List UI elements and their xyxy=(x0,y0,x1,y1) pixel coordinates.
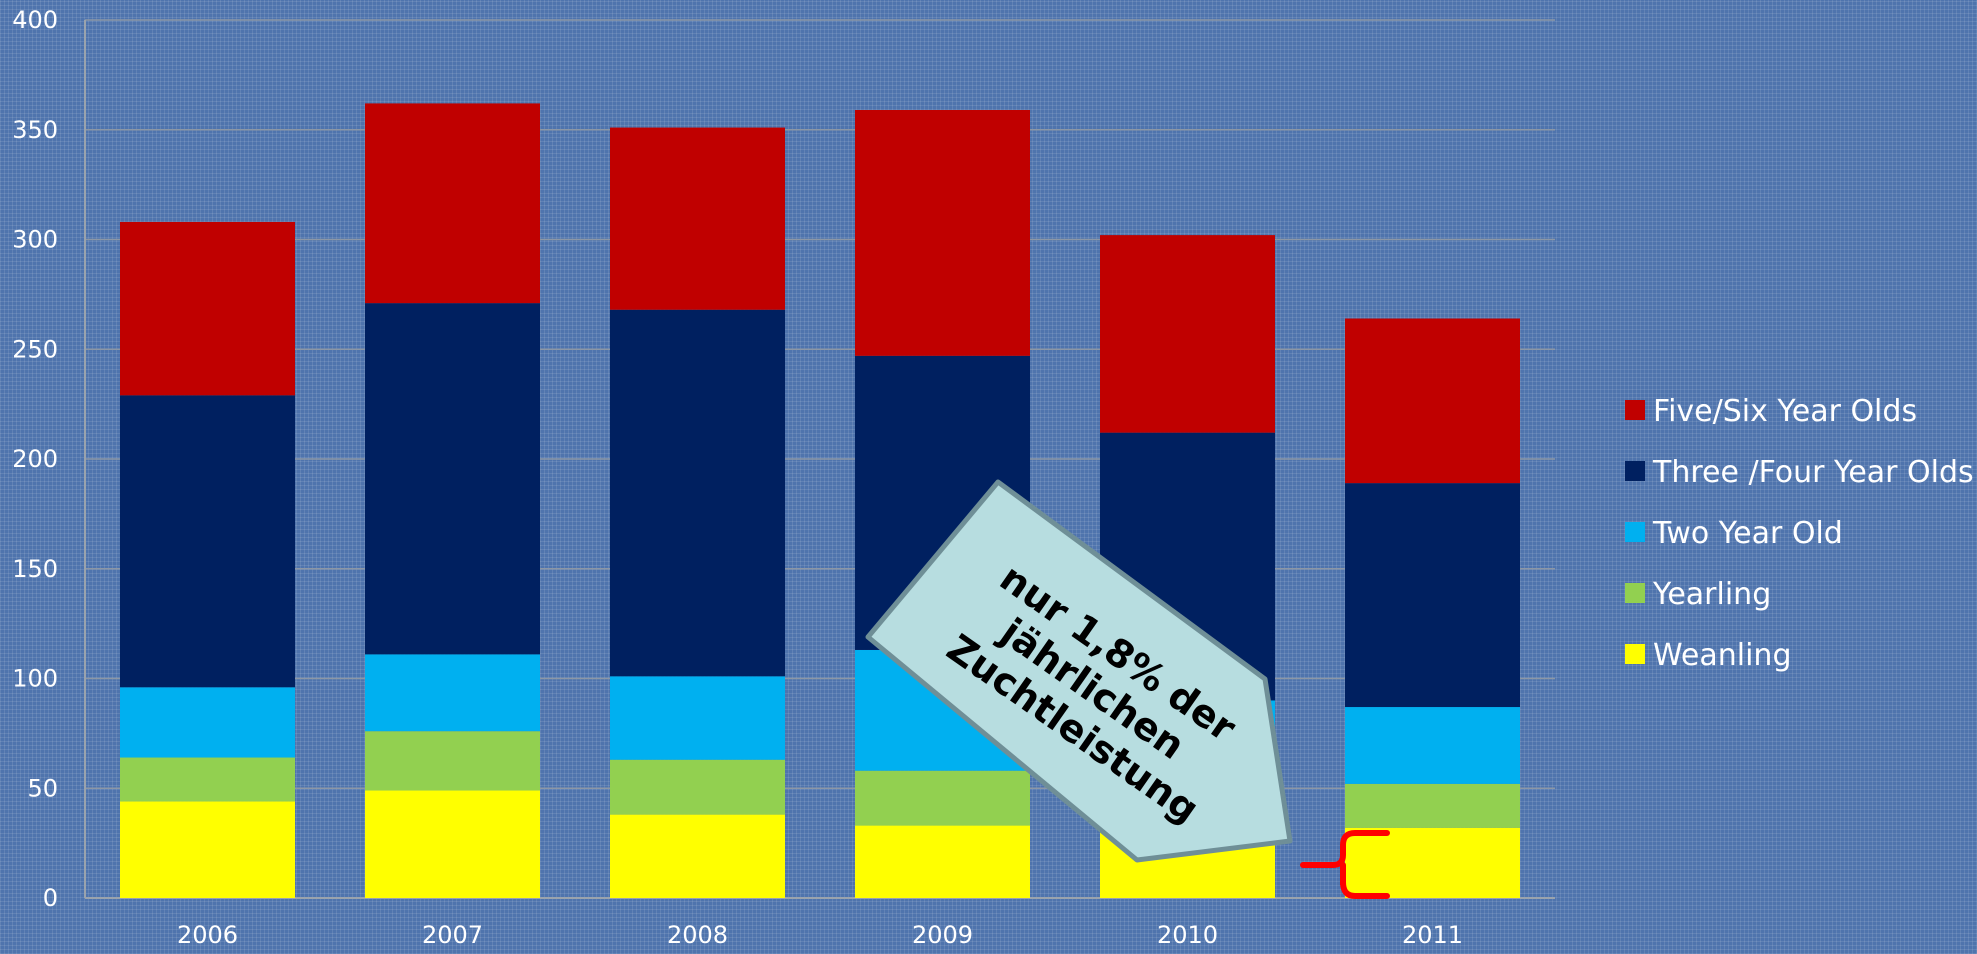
legend-label: Five/Six Year Olds xyxy=(1653,394,1917,429)
bar-segment xyxy=(365,303,540,655)
bar-segment xyxy=(610,814,785,898)
bar-segment xyxy=(1345,827,1520,898)
bar-segment xyxy=(365,731,540,791)
bar-segment xyxy=(1345,483,1520,708)
y-tick-label: 50 xyxy=(27,774,58,802)
bar-segment xyxy=(1100,235,1275,433)
y-tick-label: 150 xyxy=(12,555,58,583)
x-tick-label: 2006 xyxy=(177,921,238,949)
legend-swatch xyxy=(1625,522,1645,542)
legend-swatch xyxy=(1625,461,1645,481)
x-tick-label: 2008 xyxy=(667,921,728,949)
x-tick-label: 2011 xyxy=(1402,921,1463,949)
bar-segment xyxy=(120,395,295,688)
bar-segment xyxy=(120,221,295,396)
bar-segment xyxy=(120,757,295,802)
y-tick-label: 300 xyxy=(12,226,58,254)
bar-segment xyxy=(1345,318,1520,484)
bar-segment xyxy=(610,676,785,760)
bar-segment xyxy=(365,103,540,304)
bar-segment xyxy=(610,309,785,677)
legend-label: Weanling xyxy=(1653,638,1792,673)
x-axis: 2006 2007 2008 2009 2010 2011 xyxy=(177,921,1463,949)
bar-segment xyxy=(1345,783,1520,828)
bars xyxy=(120,103,1520,898)
x-tick-label: 2009 xyxy=(912,921,973,949)
bar-segment xyxy=(120,801,295,898)
bar-segment xyxy=(855,825,1030,898)
grid-lines xyxy=(84,19,1555,899)
callout-annotation: nur 1,8% der jährlichen Zuchtleistung xyxy=(865,479,1390,899)
y-axis: 0 50 100 150 200 250 300 350 400 xyxy=(12,6,58,912)
legend-swatch xyxy=(1625,583,1645,603)
legend-swatch xyxy=(1625,400,1645,420)
callout-arrow-shape xyxy=(865,479,1293,863)
bar-segment xyxy=(855,770,1030,826)
y-tick-label: 350 xyxy=(12,116,58,144)
legend-label: Two Year Old xyxy=(1652,516,1843,551)
legend: Five/Six Year Olds Three /Four Year Olds T… xyxy=(1625,394,1974,673)
bar-segment xyxy=(365,790,540,898)
bar-segment xyxy=(855,109,1030,356)
bar-segment xyxy=(120,687,295,758)
bar-segment xyxy=(365,654,540,732)
legend-label: Yearling xyxy=(1652,577,1771,612)
legend-label: Three /Four Year Olds xyxy=(1652,455,1974,490)
x-tick-label: 2010 xyxy=(1157,921,1218,949)
y-tick-label: 0 xyxy=(43,884,58,912)
bar-segment xyxy=(610,127,785,310)
y-tick-label: 250 xyxy=(12,335,58,363)
legend-swatch xyxy=(1625,644,1645,664)
y-tick-label: 100 xyxy=(12,665,58,693)
red-bracket-marker xyxy=(1300,830,1390,899)
y-tick-label: 400 xyxy=(12,6,58,34)
bar-segment xyxy=(610,759,785,815)
x-tick-label: 2007 xyxy=(422,921,483,949)
bar-segment xyxy=(1345,707,1520,784)
y-tick-label: 200 xyxy=(12,445,58,473)
